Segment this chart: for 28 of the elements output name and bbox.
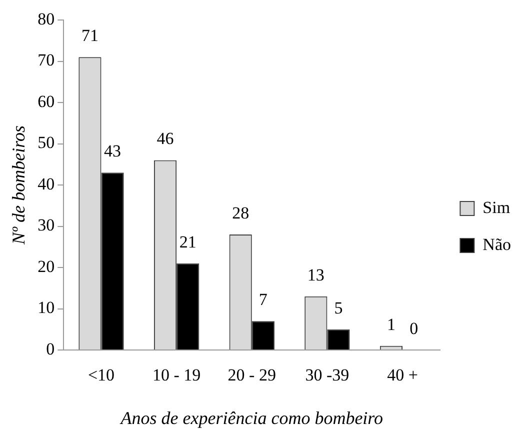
- y-tick-label: 0: [46, 339, 55, 358]
- data-label: 13: [307, 265, 324, 284]
- data-label: 1: [386, 314, 396, 334]
- data-label: 7: [258, 290, 268, 310]
- data-label: 21: [179, 232, 196, 252]
- data-label: 71: [81, 26, 98, 46]
- y-tick-label: 40: [38, 174, 55, 194]
- legend-label: Sim: [482, 198, 510, 217]
- data-label: 0: [410, 318, 418, 338]
- y-tick-label: 70: [38, 50, 55, 70]
- x-tick-label: 30 -39: [305, 366, 350, 385]
- data-label: 5: [334, 298, 343, 318]
- x-tick-label: 40 +: [387, 366, 418, 385]
- y-tick-label: 10: [38, 298, 55, 318]
- legend-label: Não: [482, 234, 512, 254]
- data-label: 28: [232, 203, 250, 222]
- y-axis-title: Nº de bombeiros: [8, 126, 29, 246]
- data-label: 43: [104, 142, 122, 161]
- y-tick-label: 80: [38, 9, 55, 28]
- x-tick-label: 10 - 19: [152, 366, 201, 385]
- y-tick-label: 60: [38, 92, 55, 111]
- y-tick-label: 20: [38, 256, 55, 276]
- data-label: 46: [156, 129, 174, 148]
- x-axis-title: Anos de experiência como bombeiro: [120, 408, 384, 428]
- x-tick-label: <10: [88, 366, 115, 385]
- y-tick-label: 30: [38, 216, 55, 235]
- x-tick-label: 20 - 29: [228, 366, 276, 385]
- y-tick-label: 50: [38, 133, 55, 152]
